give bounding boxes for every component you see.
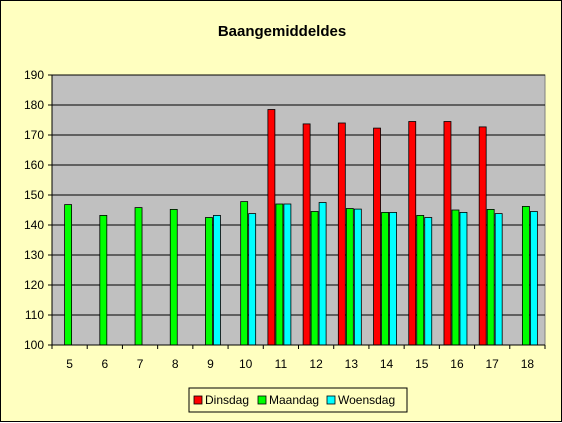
legend-box [188,387,408,413]
bar-dinsdag-14 [373,127,381,346]
legend-swatch-maandag [257,395,267,405]
bar-woensdag-15 [424,217,433,346]
bar-maandag-10 [240,201,249,346]
y-tick-label: 190 [24,68,44,82]
bar-dinsdag-16 [443,121,452,346]
bar-dinsdag-13 [337,122,346,346]
bar-maandag-13 [345,208,354,346]
x-tick-label: 18 [521,357,535,371]
y-tick-label: 180 [24,98,44,112]
legend-label-woensdag: Woensdag [338,393,395,407]
bar-dinsdag-15 [408,121,417,346]
legend: Dinsdag Maandag Woensdag [188,387,408,413]
y-tick-label: 150 [24,188,44,202]
bar-maandag-18 [521,205,530,346]
bar-woensdag-17 [494,213,503,346]
bar-maandag-11 [275,203,284,346]
legend-label-maandag: Maandag [269,393,319,407]
y-tick-label: 170 [24,128,44,142]
x-tick-label: 15 [415,357,429,371]
bar-woensdag-14 [389,211,397,346]
x-tick-label: 9 [207,357,214,371]
chart-title: Baangemiddeldes [218,23,346,40]
x-tick-label: 17 [485,357,499,371]
bar-maandag-14 [381,211,389,346]
x-tick-label: 6 [101,357,108,371]
y-tick-label: 130 [24,248,44,262]
bar-woensdag-13 [353,208,362,346]
x-tick-label: 5 [66,357,73,371]
bar-dinsdag-12 [302,123,311,346]
x-tick-label: 13 [345,357,359,371]
x-tick-label: 8 [172,357,179,371]
bar-woensdag-16 [459,211,468,346]
bar-maandag-17 [486,208,495,346]
bar-maandag-6 [99,214,108,346]
y-tick-label: 120 [24,278,44,292]
bar-woensdag-11 [283,203,292,346]
y-tick-label: 100 [24,338,44,352]
bar-maandag-5 [64,204,73,346]
bar-maandag-7 [134,207,143,346]
plot-area [51,74,546,346]
bar-woensdag-12 [318,202,327,346]
y-tick-label: 140 [24,218,44,232]
legend-label-dinsdag: Dinsdag [205,393,249,407]
bar-maandag-9 [205,217,213,346]
bar-dinsdag-11 [267,109,276,346]
bar-woensdag-10 [248,213,257,346]
gridlines [52,74,545,316]
y-tick-label: 110 [25,308,44,322]
bar-woensdag-18 [529,211,538,346]
legend-swatch-woensdag [326,395,336,405]
bar-woensdag-9 [213,214,221,346]
x-tick-label: 7 [137,357,144,371]
bar-maandag-16 [451,209,460,346]
x-tick-label: 12 [309,357,323,371]
bar-maandag-15 [416,214,425,346]
y-tick-label: 160 [24,158,44,172]
x-tick-label: 16 [450,357,464,371]
bar-maandag-12 [310,211,319,346]
x-tick-label: 14 [380,357,394,371]
bar-maandag-8 [169,208,178,346]
bar-dinsdag-17 [478,126,487,346]
x-tick-label: 10 [239,357,253,371]
legend-swatch-dinsdag [193,395,203,405]
x-tick-label: 11 [275,357,288,371]
bars-group [64,109,538,346]
axes: 100 110 120 130 140 150 160 170 180 190 5 6 7 8 9 10 11 1… [24,68,546,371]
